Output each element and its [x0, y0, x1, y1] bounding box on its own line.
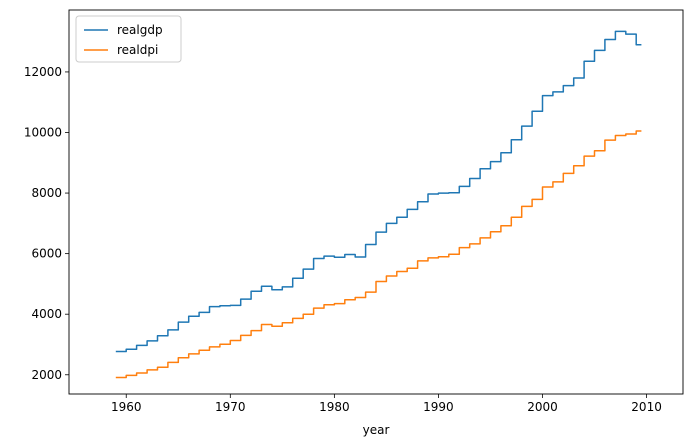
x-tick-label: 2010: [631, 400, 662, 414]
y-axis: 2000 4000 6000 8000 10000 12000: [24, 65, 69, 382]
series-line-realgdp: [115, 30, 642, 353]
x-tick-label: 2000: [527, 400, 558, 414]
series-line-realdpi: [115, 130, 642, 379]
y-tick-label: 6000: [31, 247, 62, 261]
y-tick-label: 2000: [31, 368, 62, 382]
x-axis: 1960 1970 1980 1990 2000 2010: [111, 394, 662, 414]
x-tick-label: 1980: [319, 400, 350, 414]
y-tick-label: 8000: [31, 186, 62, 200]
x-axis-label: year: [363, 423, 390, 437]
y-tick-label: 10000: [24, 125, 62, 139]
legend-label-realdpi: realdpi: [117, 43, 158, 57]
series-layer: [115, 30, 642, 379]
x-tick-label: 1990: [423, 400, 454, 414]
y-tick-label: 12000: [24, 65, 62, 79]
y-tick-label: 4000: [31, 307, 62, 321]
legend: realgdp realdpi: [75, 15, 182, 63]
x-tick-label: 1960: [111, 400, 142, 414]
x-tick-label: 1970: [215, 400, 246, 414]
plot-frame: [68, 9, 684, 395]
legend-label-realgdp: realgdp: [117, 23, 163, 37]
